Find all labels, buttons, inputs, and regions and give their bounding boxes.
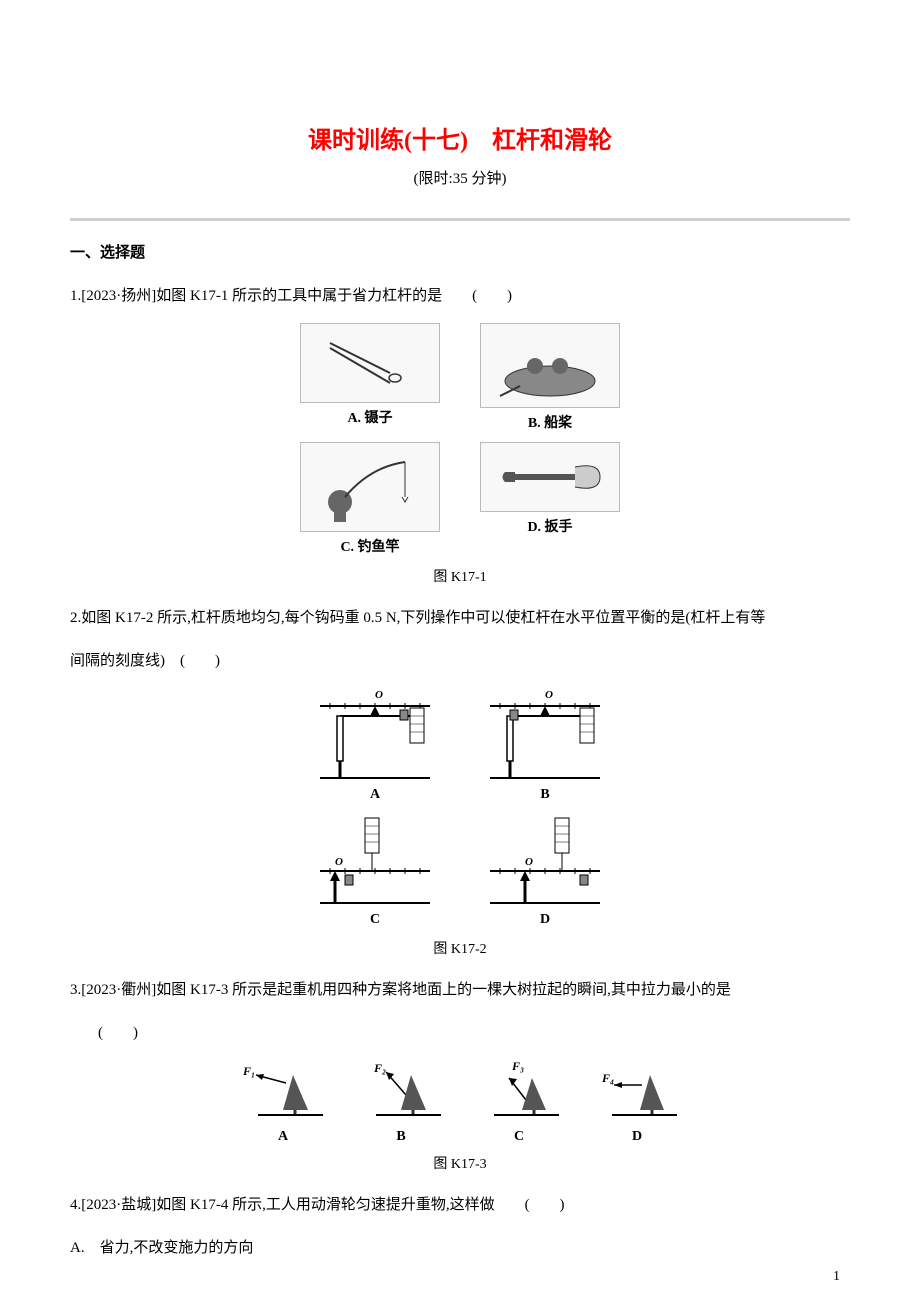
boat-paddle-icon xyxy=(480,323,620,408)
figure-caption-k17-2: 图 K17-2 xyxy=(70,938,850,958)
page-number: 1 xyxy=(833,1269,840,1285)
svg-text:O: O xyxy=(375,689,383,701)
question-4-text: 4.[2023·盐城]如图 K17-4 所示,工人用动滑轮匀速提升重物,这样做 … xyxy=(70,1189,850,1222)
tweezers-icon xyxy=(300,323,440,403)
force-f4-label: F₄ xyxy=(601,1071,614,1085)
q2-label-b: B xyxy=(540,787,549,803)
q1-label-d: D. 扳手 xyxy=(527,516,572,536)
q3-option-d: F₄ D xyxy=(592,1060,682,1145)
divider xyxy=(70,218,850,221)
fishing-rod-icon xyxy=(300,442,440,532)
q1-label-c: C. 钓鱼竿 xyxy=(340,536,399,556)
time-limit: (限时:35 分钟) xyxy=(70,167,850,188)
question-4-option-a: A. 省力,不改变施力的方向 xyxy=(70,1232,850,1265)
q3-option-b: F₂ B xyxy=(356,1060,446,1145)
force-f2-label: F₂ xyxy=(373,1061,386,1075)
wrench-icon xyxy=(480,442,620,512)
figure-caption-k17-3: 图 K17-3 xyxy=(70,1153,850,1173)
question-1-text: 1.[2023·扬州]如图 K17-1 所示的工具中属于省力杠杆的是 ( ) xyxy=(70,280,850,313)
svg-text:O: O xyxy=(525,856,533,868)
figure-k17-2: O A O xyxy=(70,688,850,958)
question-2-line1: 2.如图 K17-2 所示,杠杆质地均匀,每个钩码重 0.5 N,下列操作中可以… xyxy=(70,602,850,635)
q3-label-d: D xyxy=(632,1129,642,1145)
svg-text:O: O xyxy=(335,856,343,868)
q1-label-b: B. 船桨 xyxy=(528,412,572,432)
q2-option-a: O A xyxy=(310,688,440,803)
q2-label-c: C xyxy=(370,912,380,928)
q1-option-a: A. 镊子 xyxy=(300,323,440,432)
q3-option-a: F₁ A xyxy=(238,1060,328,1145)
q3-label-a: A xyxy=(278,1129,288,1145)
q2-option-c: O C xyxy=(310,813,440,928)
q2-option-b: O B xyxy=(480,688,610,803)
figure-caption-k17-1: 图 K17-1 xyxy=(70,566,850,586)
q2-label-a: A xyxy=(370,787,380,803)
q1-option-b: B. 船桨 xyxy=(480,323,620,432)
force-f1-label: F₁ xyxy=(242,1064,255,1078)
svg-text:O: O xyxy=(545,689,553,701)
section-heading-1: 一、选择题 xyxy=(70,241,850,262)
q3-label-c: C xyxy=(514,1129,524,1145)
q1-option-c: C. 钓鱼竿 xyxy=(300,442,440,556)
q3-label-b: B xyxy=(396,1129,405,1145)
question-2-line2: 间隔的刻度线) ( ) xyxy=(70,645,850,678)
q2-option-d: O D xyxy=(480,813,610,928)
page-title: 课时训练(十七) 杠杆和滑轮 xyxy=(70,120,850,155)
figure-k17-3: F₁ A F₂ B F₃ xyxy=(70,1060,850,1173)
q1-option-d: D. 扳手 xyxy=(480,442,620,556)
question-3-line2: ( ) xyxy=(70,1017,850,1050)
figure-k17-1: A. 镊子 B. 船桨 xyxy=(70,323,850,586)
q3-option-c: F₃ C xyxy=(474,1060,564,1145)
question-3-line1: 3.[2023·衢州]如图 K17-3 所示是起重机用四种方案将地面上的一棵大树… xyxy=(70,974,850,1007)
force-f3-label: F₃ xyxy=(511,1060,524,1073)
q2-label-d: D xyxy=(540,912,550,928)
q1-label-a: A. 镊子 xyxy=(347,407,392,427)
